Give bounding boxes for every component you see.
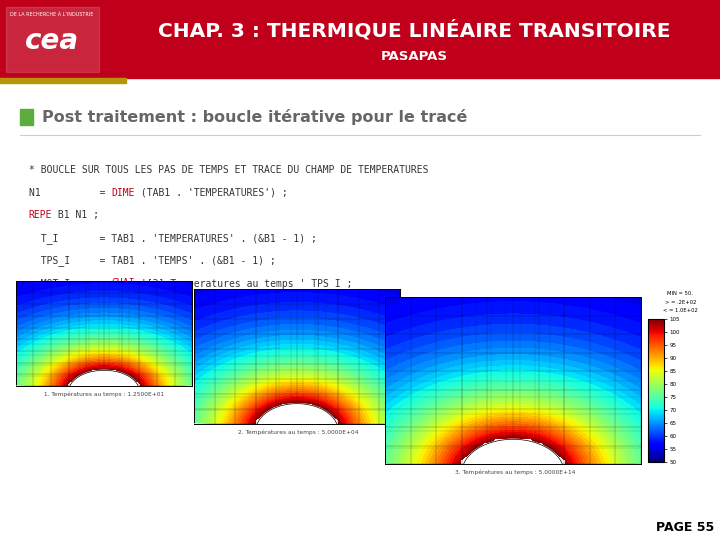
Bar <box>0 0 720 78</box>
Text: DIME: DIME <box>111 188 135 198</box>
Bar <box>20 109 33 125</box>
Text: Post traitement : boucle itérative pour le tracé: Post traitement : boucle itérative pour … <box>42 109 467 125</box>
Text: FIN: FIN <box>29 324 46 334</box>
Text: CHAI: CHAI <box>111 279 135 288</box>
Text: * BOUCLE SUR TOUS LES PAS DE TEMPS ET TRACE DU CHAMP DE TEMPERATURES: * BOUCLE SUR TOUS LES PAS DE TEMPS ET TR… <box>29 165 428 175</box>
Text: T_I SU: T_I SU <box>64 301 111 312</box>
Text: MIN = 50.: MIN = 50. <box>667 291 693 296</box>
Text: B1 ;: B1 ; <box>46 324 76 334</box>
Text: REPE: REPE <box>29 211 53 220</box>
Bar <box>0 78 126 83</box>
Text: N1          =: N1 = <box>29 188 111 198</box>
Text: 1. Températures au temps : 1.2500E+01: 1. Températures au temps : 1.2500E+01 <box>45 392 164 397</box>
Text: 50.: 50. <box>217 301 246 311</box>
Text: PASAPAS: PASAPAS <box>380 50 448 63</box>
Text: PAGE 55: PAGE 55 <box>657 521 714 534</box>
Text: TRAC: TRAC <box>40 301 64 311</box>
Text: TPS_I     = TAB1 . 'TEMPS' . (&B1 - 1) ;: TPS_I = TAB1 . 'TEMPS' . (&B1 - 1) ; <box>29 255 276 266</box>
Text: 2.5 100.) ;: 2.5 100.) ; <box>276 301 346 311</box>
Polygon shape <box>16 370 192 396</box>
Text: '[3] Temperatures au temps ' TPS_I ;: '[3] Temperatures au temps ' TPS_I ; <box>135 278 352 289</box>
Text: cea: cea <box>24 26 79 55</box>
Polygon shape <box>194 404 400 437</box>
Text: MOT_I     =: MOT_I = <box>29 278 111 289</box>
Text: 'PAS': 'PAS' <box>246 301 276 311</box>
Text: T_I       = TAB1 . 'TEMPERATURES' . (&B1 - 1) ;: T_I = TAB1 . 'TEMPERATURES' . (&B1 - 1) … <box>29 233 317 244</box>
Polygon shape <box>385 440 641 481</box>
Bar <box>6 7 99 72</box>
Text: B1 N1 ;: B1 N1 ; <box>53 211 99 220</box>
Text: CHAP. 3 : THERMIQUE LINÉAIRE TRANSITOIRE: CHAP. 3 : THERMIQUE LINÉAIRE TRANSITOIRE <box>158 19 670 40</box>
Text: 'TITR': 'TITR' <box>111 301 146 311</box>
Text: 2. Températures au temps : 5.0000E+04: 2. Températures au temps : 5.0000E+04 <box>238 429 359 435</box>
Text: MOT_I (: MOT_I ( <box>146 301 193 312</box>
Text: < = 1.0E+02: < = 1.0E+02 <box>663 308 698 313</box>
Text: DE LA RECHERCHE À L'INDUSTRIE: DE LA RECHERCHE À L'INDUSTRIE <box>10 11 94 17</box>
Text: > = .2E+02: > = .2E+02 <box>665 300 696 305</box>
Text: 3. Températures au temps : 5.0000E+14: 3. Températures au temps : 5.0000E+14 <box>455 470 576 475</box>
Text: PROG: PROG <box>193 301 217 311</box>
Text: (TAB1 . 'TEMPERATURES') ;: (TAB1 . 'TEMPERATURES') ; <box>135 188 287 198</box>
